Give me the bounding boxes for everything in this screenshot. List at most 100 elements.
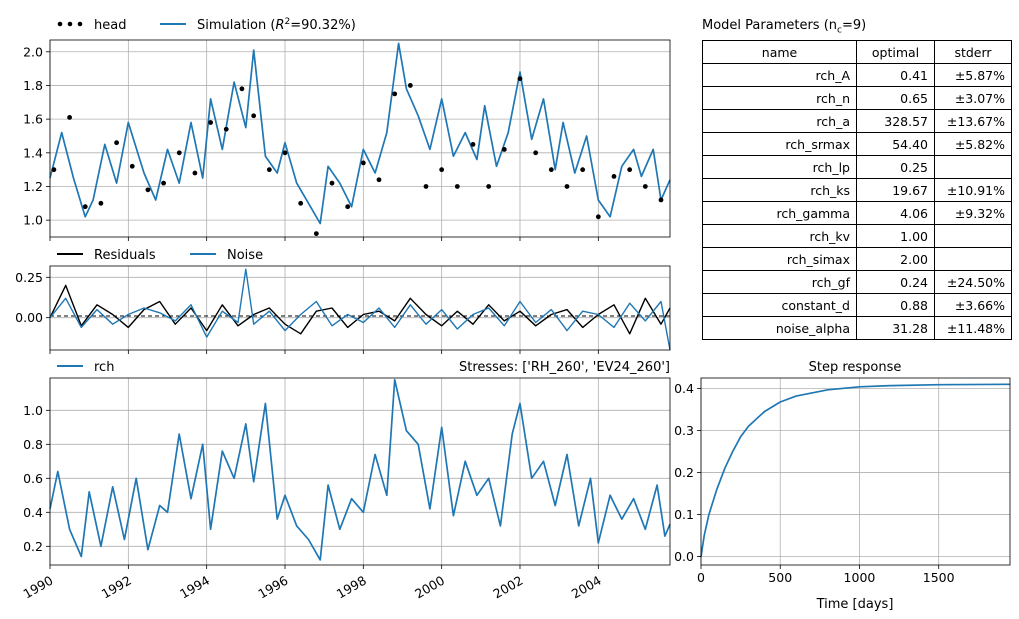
y-tick-label: 0.4	[23, 505, 43, 520]
y-tick-label: 0.2	[23, 539, 43, 554]
x-tick-label: 0	[697, 570, 705, 585]
y-ticks: 1.0 1.2 1.4 1.6 1.8 2.0	[23, 44, 50, 228]
y-tick-label: 0.1	[674, 507, 694, 522]
step-response-title: Step response	[809, 360, 902, 375]
params-cell-optimal: 4.06	[856, 201, 935, 225]
params-cell-stderr: ±10.91%	[934, 178, 1012, 202]
head-point	[161, 180, 166, 186]
y-tick-label: 1.8	[23, 78, 43, 93]
params-row: constant_d 0.88 ±3.66%	[702, 293, 1012, 317]
head-point	[470, 141, 476, 147]
x-tick-label: 1990	[20, 573, 55, 602]
params-row: rch_kv 1.00	[702, 224, 1012, 248]
step-line	[700, 383, 1011, 557]
head-point	[501, 147, 507, 152]
axes-frame	[49, 377, 671, 566]
residuals-noise-panel: 0.00 0.25 Residuals Noise	[15, 248, 671, 354]
head-point	[392, 91, 398, 97]
legend-noise-label: Noise	[227, 248, 263, 263]
head-point	[658, 197, 664, 203]
head-point	[176, 150, 182, 156]
params-header-optimal: optimal	[856, 40, 935, 64]
head-point	[423, 184, 429, 189]
params-row: rch_lp 0.25	[702, 155, 1012, 179]
params-cell-stderr: ±5.82%	[934, 132, 1012, 156]
y-tick-label: 1.0	[23, 403, 43, 418]
recharge-panel: 0.2 0.4 0.6 0.8 1.0 1990 1992 1994 1996 1998 2000…	[20, 360, 671, 602]
params-cell-optimal: 328.57	[856, 109, 935, 133]
params-cell-name: rch_srmax	[702, 132, 857, 156]
head-point	[223, 126, 229, 132]
legend: head Simulation (R2=90.32%)	[57, 17, 356, 33]
axes-frame	[49, 39, 671, 238]
y-tick-label: 0.6	[23, 471, 43, 486]
params-row: rch_gamma 4.06 ±9.32%	[702, 201, 1012, 225]
head-point	[486, 184, 492, 189]
params-header-name: name	[702, 40, 857, 64]
head-point	[345, 204, 351, 210]
head-point	[627, 167, 633, 173]
legend: Residuals Noise	[57, 248, 263, 263]
head-point	[114, 140, 119, 146]
head-point	[251, 113, 257, 119]
legend-residuals-label: Residuals	[94, 248, 156, 263]
legend-rch-label: rch	[94, 360, 114, 375]
params-cell-stderr	[934, 247, 1012, 271]
stresses-title: Stresses: ['RH_260', 'EV24_260']	[459, 360, 670, 375]
y-tick-label: 0.3	[674, 423, 694, 438]
params-row: rch_srmax 54.40 ±5.82%	[702, 132, 1012, 156]
params-cell-stderr: ±13.67%	[934, 109, 1012, 133]
head-point	[454, 184, 460, 189]
params-cell-stderr	[934, 155, 1012, 179]
head-point	[329, 180, 335, 186]
x-tick-label: 1996	[255, 573, 290, 602]
params-cell-stderr: ±5.87%	[934, 63, 1012, 87]
y-tick-label: 0.25	[15, 270, 43, 285]
params-cell-optimal: 0.65	[856, 86, 935, 110]
params-cell-name: rch_simax	[702, 247, 857, 271]
params-cell-stderr: ±11.48%	[934, 316, 1012, 340]
y-tick-label: 1.0	[23, 213, 43, 228]
axes-frame	[49, 265, 671, 351]
head-point	[298, 200, 304, 206]
params-cell-name: rch_lp	[702, 155, 857, 179]
params-cell-name: noise_alpha	[702, 316, 857, 340]
head-point	[266, 167, 272, 173]
params-row: rch_ks 19.67 ±10.91%	[702, 178, 1012, 202]
head-point	[82, 204, 88, 210]
x-tick-label: 2002	[490, 573, 525, 602]
x-tick-label: 1000	[844, 570, 876, 585]
head-point	[129, 163, 135, 169]
axes-frame	[700, 377, 1011, 566]
params-cell-name: rch_a	[702, 109, 857, 133]
head-point	[313, 231, 319, 237]
params-cell-optimal: 0.88	[856, 293, 935, 317]
params-cell-name: rch_kv	[702, 224, 857, 248]
params-cell-name: rch_A	[702, 63, 857, 87]
legend: rch	[57, 360, 114, 375]
x-tick-label: 1992	[99, 573, 134, 602]
head-point	[580, 167, 586, 173]
head-point	[239, 86, 245, 92]
params-row: rch_n 0.65 ±3.07%	[702, 86, 1012, 110]
params-cell-name: rch_gamma	[702, 201, 857, 225]
y-ticks: 0.0 0.1 0.2 0.3 0.4	[674, 381, 701, 564]
params-cell-optimal: 1.00	[856, 224, 935, 248]
noise-line	[49, 268, 671, 351]
head-point	[376, 177, 382, 183]
params-header-stderr: stderr	[934, 40, 1012, 64]
head-point	[51, 167, 57, 173]
x-tick-label: 1998	[334, 573, 369, 602]
params-row: rch_simax 2.00	[702, 247, 1012, 271]
y-tick-label: 0.2	[674, 465, 694, 480]
head-point	[208, 120, 213, 125]
x-tick-label: 500	[768, 570, 792, 585]
y-ticks: 0.2 0.4 0.6 0.8 1.0	[23, 403, 50, 554]
y-tick-label: 0.00	[15, 310, 43, 325]
head-point	[533, 150, 539, 156]
params-cell-stderr: ±9.32%	[934, 201, 1012, 225]
rch-line	[49, 378, 671, 561]
series	[49, 378, 671, 561]
head-point	[548, 167, 554, 173]
